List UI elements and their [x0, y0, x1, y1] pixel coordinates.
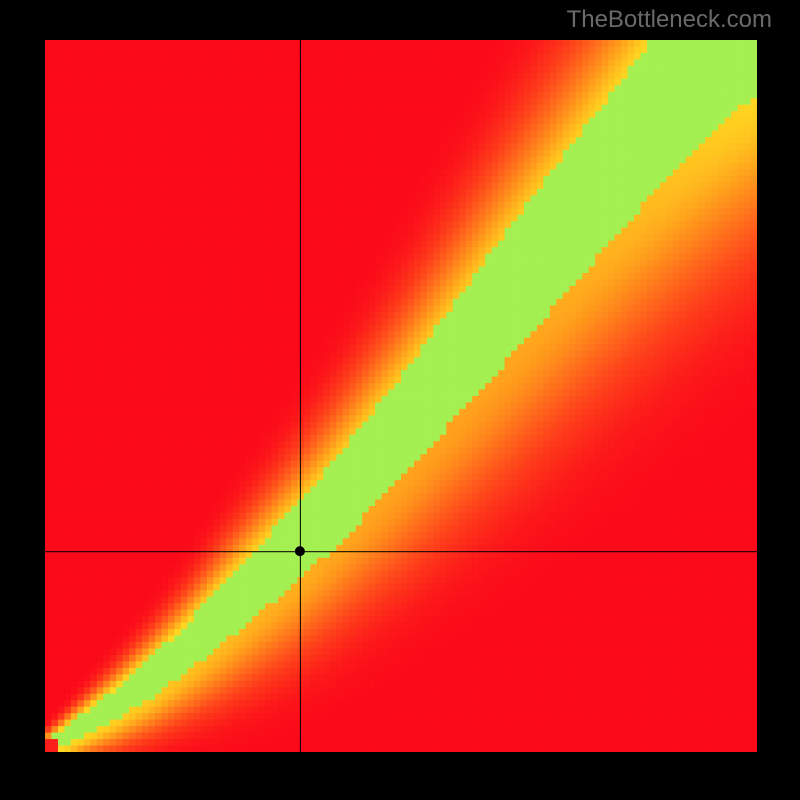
- heatmap-plot: [45, 40, 757, 752]
- watermark-label: TheBottleneck.com: [567, 6, 772, 34]
- figure-root: TheBottleneck.com: [0, 0, 800, 800]
- heatmap-canvas: [45, 40, 757, 752]
